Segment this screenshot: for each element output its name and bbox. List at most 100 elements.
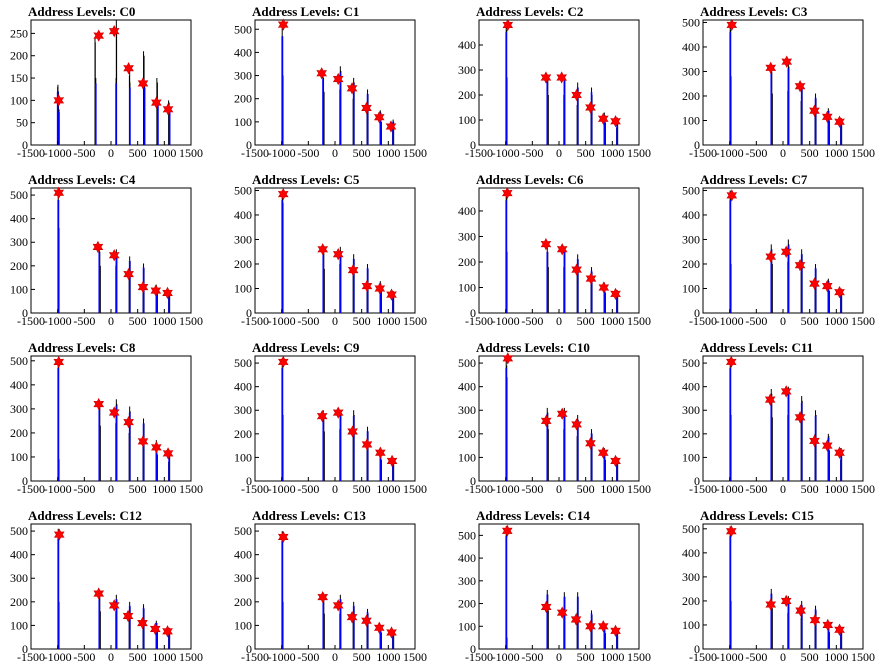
- chart-canvas: 0 100 200 300 400 500 -1500-1000 -500 0 500 1000 15…: [234, 355, 427, 496]
- x-tick-label: -1500: [241, 482, 269, 496]
- x-tick-label: 500: [577, 650, 595, 664]
- y-tick-label: 100: [458, 619, 476, 633]
- plot-frame: [702, 355, 864, 482]
- x-tick-label: 1000: [152, 482, 176, 496]
- x-tick-label: -500: [297, 650, 319, 664]
- y-tick-label: 200: [234, 257, 252, 271]
- x-tick-label: 500: [577, 314, 595, 328]
- y-tick-label: 400: [682, 40, 700, 54]
- chart-panel: 0 100 200 300 400 500 -1500 -1000 -500 0 500 1000 15…: [672, 168, 896, 336]
- y-tick-label: 0: [470, 306, 476, 320]
- peak-marker: [834, 446, 845, 459]
- y-tick-label: 500: [682, 522, 700, 536]
- x-tick-label: -500: [745, 146, 767, 160]
- x-tick-label: 0: [332, 146, 338, 160]
- chart-panel: 0 100 200 300 400 500 -1500 -1000 -500 0 500 1000 15…: [224, 168, 448, 336]
- x-tick-label: -1500: [17, 650, 45, 664]
- x-tick-label: -1000: [716, 482, 744, 496]
- y-tick-label: 250: [10, 26, 28, 40]
- chart-panel: 0 100 200 300 400 500 -1500 -1000 -500 0 500 1000 15…: [672, 336, 896, 504]
- x-tick-label: -1000: [268, 482, 296, 496]
- y-tick-label: 300: [234, 403, 252, 417]
- y-tick-label: 200: [682, 257, 700, 271]
- y-tick-label: 0: [470, 138, 476, 152]
- x-tick-label: 1000: [152, 146, 176, 160]
- peak-marker: [794, 411, 806, 424]
- y-tick-label: 200: [10, 259, 28, 273]
- x-tick-label: 1000: [376, 650, 400, 664]
- peak-marker: [361, 614, 372, 627]
- chart-canvas: 0 100 200 300 400 500 -1500-1000 -500 0 500 1000 15…: [10, 523, 203, 664]
- chart-canvas: 0 100 200 300 400 500 -1500-1000 -500 0 500 1000 15…: [682, 522, 875, 664]
- peak-marker: [794, 259, 806, 272]
- peak-marker: [277, 530, 289, 544]
- y-tick-label: 200: [682, 89, 700, 103]
- peak-marker: [765, 61, 777, 74]
- chart-canvas: 0 100 200 300 400 500 -1500-1000 -500 0 500 1000 15…: [458, 352, 651, 496]
- chart-panel: 0 100 200 300 400 500 -1500 -1000 -500 0 500 1000 15…: [448, 504, 672, 672]
- y-tick-label: 0: [246, 474, 252, 488]
- peak-marker: [123, 415, 134, 429]
- y-tick-label: 400: [10, 212, 28, 226]
- y-tick-label: 400: [458, 551, 476, 565]
- peak-marker: [332, 72, 344, 86]
- chart-panel: 0 50 100 150 200 250 -1500 -1000 -500 0 500 1000 150…: [0, 0, 224, 168]
- peak-marker: [571, 88, 582, 102]
- peak-marker: [571, 263, 582, 276]
- y-tick-label: 0: [470, 474, 476, 488]
- peak-marker: [809, 104, 820, 117]
- y-tick-label: 0: [246, 306, 252, 320]
- peak-marker: [375, 446, 386, 459]
- y-tick-label: 400: [682, 208, 700, 222]
- x-tick-label: -1500: [17, 482, 45, 496]
- chart-title: Address Levels: C11: [700, 340, 814, 355]
- peak-marker: [610, 287, 621, 301]
- x-tick-label: 0: [780, 314, 786, 328]
- peak-marker: [92, 240, 104, 254]
- x-tick-label: 1000: [376, 314, 400, 328]
- y-tick-label: 200: [458, 255, 476, 269]
- peak-marker: [726, 189, 738, 202]
- y-tick-label: 100: [10, 450, 28, 464]
- x-tick-label: 500: [801, 650, 819, 664]
- y-tick-label: 400: [234, 208, 252, 222]
- peak-marker: [316, 67, 327, 80]
- x-tick-label: 0: [108, 650, 114, 664]
- x-tick-label: -500: [745, 314, 767, 328]
- x-tick-label: 1500: [179, 314, 203, 328]
- x-tick-label: 1500: [627, 146, 651, 160]
- y-tick-label: 100: [682, 618, 700, 632]
- peak-marker: [108, 406, 120, 419]
- x-tick-label: -500: [521, 482, 543, 496]
- y-tick-label: 300: [682, 232, 700, 246]
- chart-canvas: 0 100 200 300 400 500 -1500-1000 -500 0 500 1000 15…: [234, 523, 427, 664]
- peak-marker: [822, 618, 834, 632]
- chart-canvas: 0 100 200 300 400 500 -1500-1000 -500 0 500 1000 15…: [10, 186, 203, 328]
- peak-marker: [834, 623, 845, 636]
- peak-marker: [585, 101, 596, 114]
- y-tick-label: 500: [682, 15, 700, 29]
- chart-canvas: 0 100 200 300 400 -1500-1000 -500 0 500 1000 1500: [458, 18, 651, 160]
- peak-marker: [277, 187, 289, 201]
- y-tick-label: 200: [458, 427, 476, 441]
- chart-panel: 0 100 200 300 400 500 -1500 -1000 -500 0 500 1000 15…: [224, 504, 448, 672]
- chart-panel: 0 100 200 300 400 500 -1500 -1000 -500 0 500 1000 15…: [672, 504, 896, 672]
- peak-marker: [151, 441, 162, 454]
- peak-marker: [137, 77, 149, 90]
- peak-marker: [277, 18, 289, 31]
- chart-title: Address Levels: C5: [252, 172, 360, 187]
- x-tick-label: 500: [801, 314, 819, 328]
- x-tick-label: 1500: [403, 314, 427, 328]
- x-tick-label: 1500: [851, 314, 875, 328]
- peak-marker: [149, 622, 161, 636]
- peak-marker: [53, 528, 65, 541]
- y-tick-label: 100: [458, 113, 476, 127]
- peak-marker: [556, 407, 568, 420]
- y-tick-label: 0: [470, 642, 476, 656]
- chart-title: Address Levels: C9: [252, 340, 360, 355]
- peak-marker: [373, 111, 385, 124]
- peak-marker: [794, 80, 806, 93]
- y-tick-label: 500: [234, 183, 252, 197]
- x-tick-label: -500: [73, 314, 95, 328]
- y-tick-label: 0: [694, 138, 700, 152]
